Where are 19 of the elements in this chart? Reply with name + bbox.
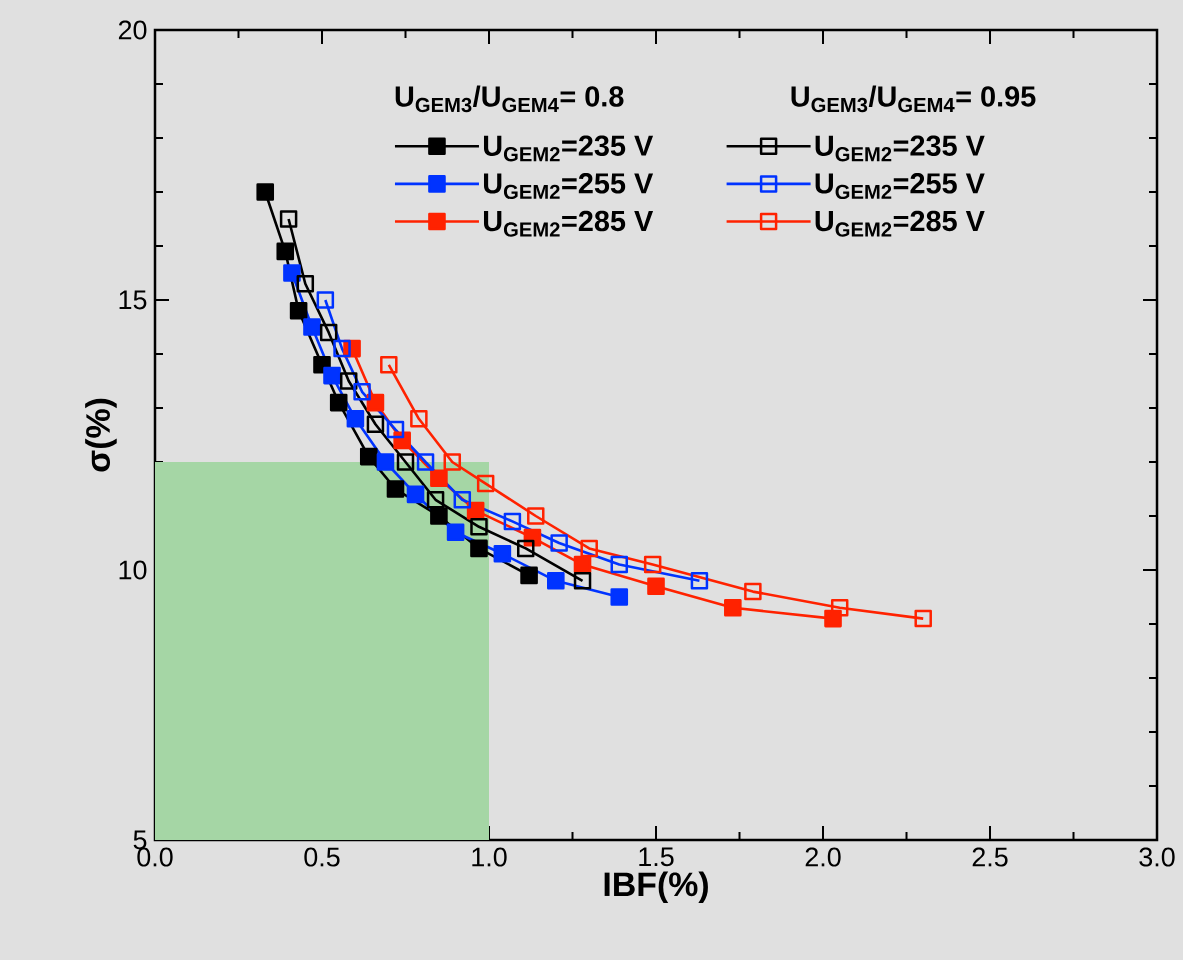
x-tick-label: 1.0 <box>472 847 507 867</box>
legend-label: U$_{GEM2}$=235 V <box>483 135 654 162</box>
x-tick-label: 1.5 <box>639 847 674 867</box>
x-tick-label: 0.5 <box>304 847 340 867</box>
y-tick-label: 20 <box>118 20 147 40</box>
legend-label: U$_{GEM2}$=255 V <box>815 173 985 200</box>
x-tick-label: 2.0 <box>805 847 841 867</box>
x-tick-label: 3.0 <box>1139 847 1175 867</box>
y-tick-label: 10 <box>119 560 147 580</box>
annotation: U$_{GEM3}$/U$_{GEM4}$= 0.95 <box>791 85 1036 113</box>
x-axis-title: IBF(%) <box>604 871 708 903</box>
y-axis-title: σ(%) <box>85 398 117 472</box>
x-tick-label: 2.5 <box>972 847 1008 867</box>
legend-label: U$_{GEM2}$=255 V <box>483 173 654 200</box>
y-tick-label: 15 <box>119 290 147 310</box>
annotation: U$_{GEM3}$/U$_{GEM4}$= 0.8 <box>395 85 624 113</box>
legend-label: U$_{GEM2}$=235 V <box>815 135 985 162</box>
legend-label: U$_{GEM2}$=285 V <box>815 210 985 237</box>
legend-label: U$_{GEM2}$=285 V <box>483 210 654 237</box>
